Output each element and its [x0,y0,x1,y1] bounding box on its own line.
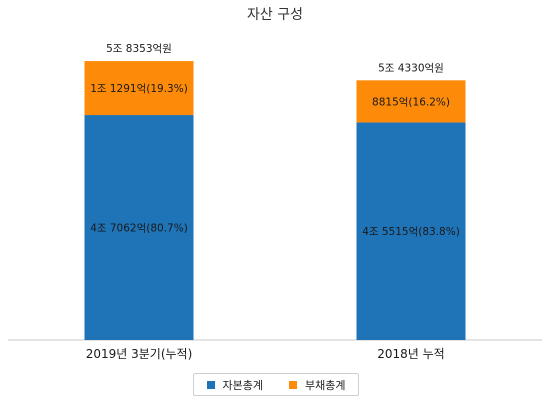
labels-layer: 4조 7062억(80.7%) 1조 1291억(19.3%) 5조 8353억원 2… [86,43,460,361]
legend: 자본총계 부채총계 [193,373,359,396]
legend-swatch-liabilities [289,380,297,389]
bars-layer [84,61,466,341]
segment-label-liabilities-2: 8815억(16.2%) [372,96,450,108]
bar-segment-liabilities-1[interactable] [84,61,194,116]
segment-label-liabilities-1: 1조 1291억(19.3%) [90,83,188,95]
total-label-1: 5조 8353억원 [106,43,172,55]
segment-label-equity-2: 4조 5515억(83.8%) [362,226,460,238]
legend-label-equity: 자본총계 [222,378,263,392]
category-label-1: 2019년 3분기(누적) [86,347,193,361]
legend-swatch-equity [206,380,215,389]
chart-title: 자산 구성 [247,7,303,23]
legend-item-equity[interactable]: 자본총계 [206,377,263,393]
total-label-2: 5조 4330억원 [378,62,444,74]
bar-segment-equity-1[interactable] [84,115,194,340]
segment-label-equity-1: 4조 7062억(80.7%) [90,223,188,235]
legend-item-liabilities[interactable]: 부채총계 [289,377,345,393]
bar-segment-liabilities-2[interactable] [356,80,466,123]
bar-segment-equity-2[interactable] [356,122,466,341]
category-label-2: 2018년 누적 [377,347,444,361]
legend-label-liabilities: 부채총계 [305,378,346,392]
